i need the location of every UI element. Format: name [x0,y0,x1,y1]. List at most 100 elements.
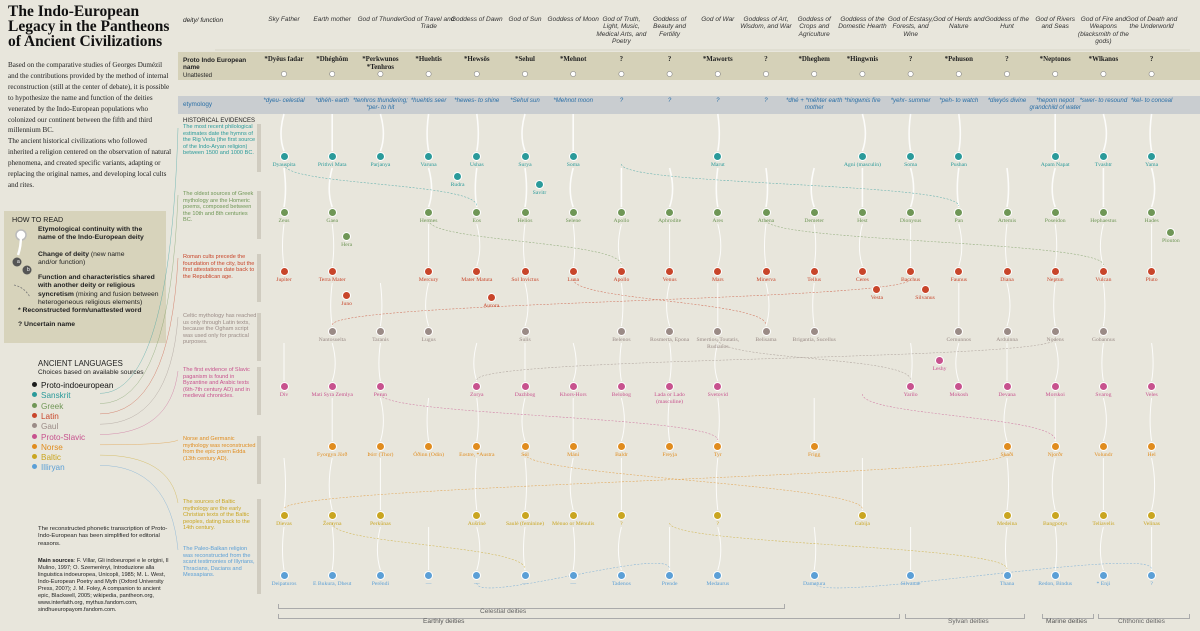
pie-marker [859,71,866,77]
deity-name: Nodens [1046,337,1064,343]
transcription-note: The reconstructed phonetic transcription… [38,526,168,547]
continuity-line [1102,282,1106,327]
language-name: Proto-indoeuropean [41,381,114,390]
deity-node-norse [1002,441,1012,451]
deity-node-gaul [761,326,771,336]
deity-name: Bangpotys [1043,521,1068,527]
legend-connector [99,465,179,551]
deity-node-greek [616,207,626,217]
pie-name: ? [1005,56,1009,63]
deity-name: Frigg [808,452,821,458]
deity-node-latin [568,266,578,276]
deity-node-baltic [375,510,385,520]
syncretism-line [669,522,1008,570]
marine-bracket [1042,614,1094,619]
column-function: Earth mother [313,16,351,23]
deity-node-norse [1147,441,1157,451]
continuity-line [331,223,335,267]
pie-marker [377,71,384,77]
continuity-line [669,342,672,382]
continuity-line [282,223,285,267]
deity-node-greek [809,207,819,217]
deity-name: Jupiter [276,277,292,283]
deity-name: Hera [341,242,353,248]
syncretism-line [862,393,1056,441]
continuity-line [717,223,722,267]
deity-node-latin [1098,266,1108,276]
deity-node-latin [1050,266,1060,276]
deity-name: Luna [567,277,580,283]
language-dot-icon [32,433,37,439]
deity-name: Devana [998,392,1016,398]
deity-node-sanskrit [472,151,482,161]
language-name: Latin [41,411,59,421]
deity-node-latin [486,292,496,302]
deity-name: E Bukura, Dheut [312,581,352,587]
deity-name: Žemyna [322,521,342,527]
continuity-line [524,282,529,327]
continuity-line [955,342,960,382]
deity-name: Surya [518,162,532,168]
row-description-gaul: Celtic mythology has reached us only thr… [183,313,257,346]
continuity-line [1054,526,1058,571]
etymology: *diwyós divine [987,97,1027,104]
continuity-line [569,167,574,208]
deity-node-sanskrit [424,151,434,161]
continuity-line [521,113,526,152]
continuity-line [473,342,478,382]
deity-node-norse [713,441,723,451]
deity-name: Ceres [855,277,869,283]
deity-name: Prende [661,581,678,587]
continuity-line [378,342,381,382]
deity-name: Perkūnas [369,521,391,527]
deity-node-norse [568,441,578,451]
language-illiryan: Illiryan [32,463,65,473]
deity-node-gaul [520,326,530,336]
continuity-line [717,397,720,442]
row-strip [257,546,261,594]
column-function: God of Truth, Light, Music, Medical Arts… [596,16,647,46]
deity-node-illiryan [520,570,530,580]
deity-name: Dionysus [899,218,922,224]
continuity-line [617,223,622,267]
deity-name: Pushan [950,162,968,168]
column-function: God of Fire and Weapons (blacksmith of t… [1077,16,1129,46]
deity-node-latin [761,266,771,276]
deity-node-illiryan [424,570,434,580]
deity-node-gaul [327,326,337,336]
deity-name: Terra Mater [318,277,346,283]
deity-node-latin [920,284,930,294]
deity-node-baltic [279,510,289,520]
deity-name: Mercury [418,277,439,283]
deity-name: Leshy [932,366,947,372]
deity-node-greek [342,231,352,241]
deity-name: Damatura [802,581,826,587]
language-dot-icon [32,423,37,429]
deity-name: Þórr (Thor) [367,452,394,458]
continuity-line [569,457,574,511]
deity-name: Poseidon [1044,218,1066,224]
continuity-line [717,526,722,571]
continuity-line [1151,342,1154,382]
deity-node-proto-slavic [520,381,530,391]
pie-name: ? [908,56,913,63]
deity-name: Hades [1144,218,1159,224]
deity-node-latin [1002,266,1012,276]
deity-node-norse [520,441,530,451]
continuity-line [666,282,671,327]
row-strip [257,436,261,484]
deity-name: Smertios, Toutatis, Rudianos [696,337,740,350]
column-function: Goddess of Dawn [450,16,503,23]
continuity-line [1099,223,1104,267]
continuity-line [379,397,384,442]
continuity-line [572,526,576,571]
deity-name: Sulis [519,337,531,343]
syncretism-line [621,163,960,207]
deity-function-label: deity/ function [183,17,224,24]
continuity-line [280,113,285,152]
deity-name: Nantosuelta [318,337,346,343]
column-function: God of Herds and Nature [933,16,985,31]
languages-title: ANCIENT LANGUAGES [38,359,123,368]
deity-node-greek [424,207,434,217]
